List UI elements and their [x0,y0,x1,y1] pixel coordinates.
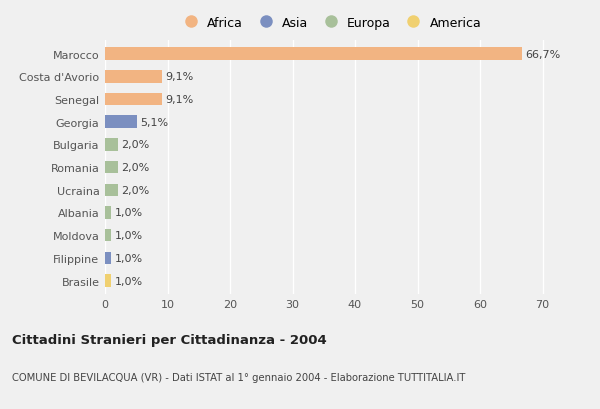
Text: 1,0%: 1,0% [115,231,143,240]
Text: 9,1%: 9,1% [166,95,194,105]
Bar [105,252,111,265]
Text: 5,1%: 5,1% [140,117,169,127]
Bar [105,71,162,83]
Bar [105,116,137,129]
Bar [105,207,111,219]
Bar [105,162,118,174]
Text: 9,1%: 9,1% [166,72,194,82]
Text: 2,0%: 2,0% [121,185,149,196]
Text: 1,0%: 1,0% [115,253,143,263]
Text: 2,0%: 2,0% [121,140,149,150]
Text: 1,0%: 1,0% [115,276,143,286]
Text: 2,0%: 2,0% [121,163,149,173]
Bar [105,48,522,61]
Bar [105,229,111,242]
Bar [105,184,118,197]
Bar [105,139,118,151]
Text: COMUNE DI BEVILACQUA (VR) - Dati ISTAT al 1° gennaio 2004 - Elaborazione TUTTITA: COMUNE DI BEVILACQUA (VR) - Dati ISTAT a… [12,372,466,382]
Text: Cittadini Stranieri per Cittadinanza - 2004: Cittadini Stranieri per Cittadinanza - 2… [12,333,327,346]
Text: 1,0%: 1,0% [115,208,143,218]
Legend: Africa, Asia, Europa, America: Africa, Asia, Europa, America [176,14,484,32]
Text: 66,7%: 66,7% [526,49,561,59]
Bar [105,94,162,106]
Bar [105,275,111,287]
